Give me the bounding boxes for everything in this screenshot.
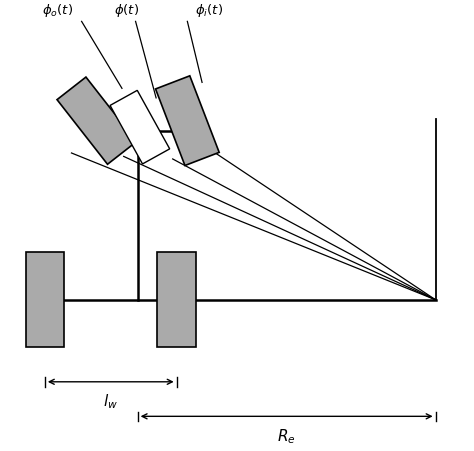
Text: $l_w$: $l_w$	[103, 392, 118, 411]
Polygon shape	[157, 252, 196, 347]
Text: $\phi_o(t)$: $\phi_o(t)$	[42, 2, 73, 19]
Polygon shape	[57, 77, 137, 164]
Polygon shape	[155, 76, 219, 166]
Polygon shape	[110, 90, 170, 164]
Text: $\phi(t)$: $\phi(t)$	[114, 2, 139, 19]
Text: $R_e$: $R_e$	[277, 427, 296, 446]
Text: $\phi_i(t)$: $\phi_i(t)$	[195, 2, 223, 19]
Polygon shape	[26, 252, 64, 347]
